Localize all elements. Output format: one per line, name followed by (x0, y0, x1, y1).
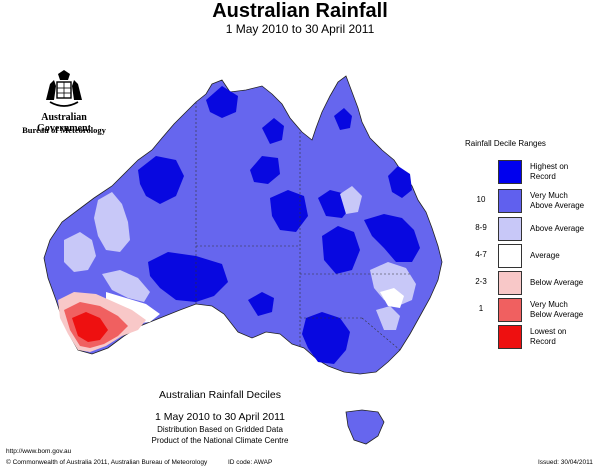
tasmania (345, 409, 385, 445)
caption-distribution: Distribution Based on Gridded Data (157, 425, 283, 434)
issued-date: Issued: 30/04/2011 (538, 459, 593, 466)
legend-swatch (498, 244, 522, 268)
legend-label: Very Much Below Average (530, 300, 584, 319)
legend-swatch (498, 271, 522, 295)
above-average-areas (64, 186, 416, 330)
bureau-name: Bureau of Meteorology (22, 125, 106, 135)
caption-title: Australian Rainfall Deciles (159, 389, 281, 401)
legend-swatch (498, 217, 522, 241)
legend-title: Rainfall Decile Ranges (465, 139, 546, 148)
legend-code: 2-3 (475, 277, 487, 286)
legend-item: 4-7 Average (470, 244, 598, 268)
legend-label: Lowest on Record (530, 327, 567, 346)
legend-item: 2-3 Below Average (470, 271, 598, 295)
legend-code: 1 (478, 304, 484, 313)
legend-swatch (498, 189, 522, 213)
legend-swatch (498, 298, 522, 322)
caption-period: 1 May 2010 to 30 April 2011 (155, 411, 285, 423)
legend-label: Highest on Record (530, 162, 569, 181)
lowest-on-record-areas (72, 312, 108, 342)
page-subtitle: 1 May 2010 to 30 April 2011 (225, 22, 375, 36)
legend-code: 10 (476, 195, 486, 204)
government-name: Australian Government (37, 112, 91, 134)
legend-item: 1 Very Much Below Average (470, 298, 598, 322)
state-borders (195, 102, 410, 351)
legend-label: Average (530, 251, 560, 260)
coat-of-arms-icon (46, 70, 82, 107)
legend-item: Lowest on Record (470, 325, 598, 349)
legend-swatch (498, 160, 522, 184)
legend-swatch (498, 325, 522, 349)
legend-item: Highest on Record (470, 160, 598, 184)
page-title: Australian Rainfall (212, 0, 388, 22)
legend-label: Very Much Above Average (530, 191, 585, 210)
caption-product: Product of the National Climate Centre (151, 436, 289, 445)
copyright-text: © Commonwealth of Australia 2011, Austra… (6, 459, 208, 466)
id-code: ID code: AWAP (228, 459, 273, 466)
legend-item: 8-9 Above Average (470, 217, 598, 241)
legend-code: 4-7 (475, 250, 487, 259)
bom-url: http://www.bom.gov.au (6, 448, 72, 455)
legend-label: Above Average (530, 224, 585, 233)
legend-code: 8-9 (475, 223, 487, 232)
legend-item: 10 Very Much Above Average (470, 189, 598, 213)
legend-label: Below Average (530, 278, 584, 287)
